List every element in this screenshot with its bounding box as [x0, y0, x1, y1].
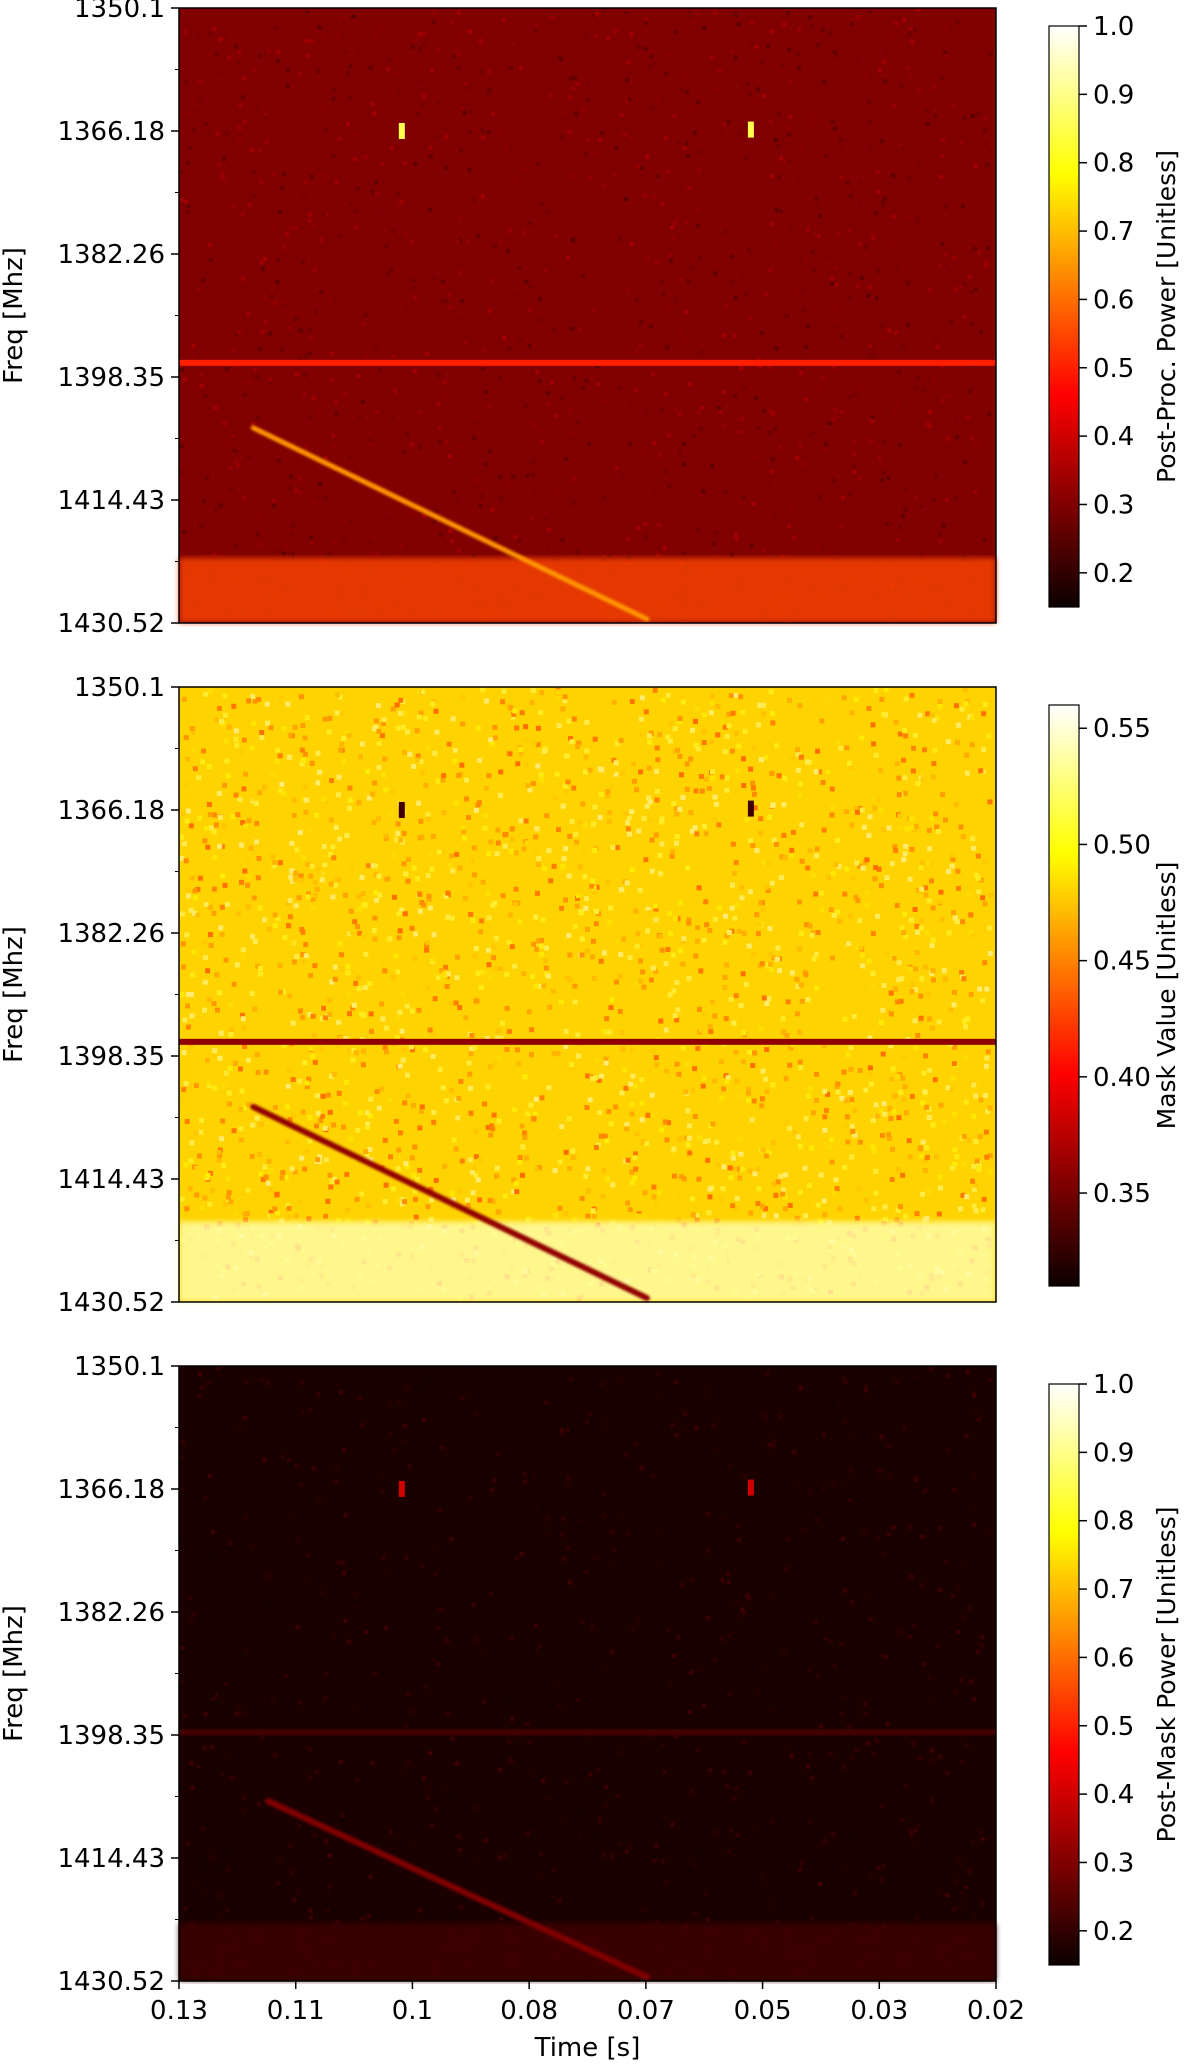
colorbar-tick-label: 0.7	[1093, 217, 1134, 247]
x-tick-label: 0.02	[967, 1996, 1025, 2026]
y-tick-label: 1350.1	[74, 673, 165, 703]
y-tick-label: 1350.1	[74, 1352, 165, 1382]
colorbar-tick-label: 0.2	[1093, 1917, 1134, 1947]
y-tick-label: 1414.43	[57, 1165, 165, 1195]
colorbar: 0.2 0.3 0.4 0.5 0.6 0.7 0.8 0.9 1.0 Post-Proc. Po…	[1049, 12, 1181, 607]
y-axis-label: Freq [Mhz]	[0, 247, 29, 384]
colorbar-label: Mask Value [Unitless]	[1152, 862, 1181, 1130]
colorbar-tick-label: 0.35	[1093, 1179, 1151, 1209]
colorbar-tick-label: 0.3	[1093, 490, 1134, 520]
y-tick-label: 1398.35	[57, 1721, 165, 1751]
colorbar-tick-label: 0.9	[1093, 80, 1134, 110]
horizontal-rfi-line	[179, 1039, 996, 1045]
y-tick-label: 1350.1	[74, 0, 165, 24]
y-axis-label: Freq [Mhz]	[0, 926, 29, 1063]
colorbar-tick-label: 0.8	[1093, 149, 1134, 179]
y-axis-label: Freq [Mhz]	[0, 1605, 29, 1742]
horizontal-rfi-line	[179, 360, 996, 366]
y-tick-label: 1414.43	[57, 1844, 165, 1874]
colorbar-tick-label: 0.9	[1093, 1438, 1134, 1468]
colorbar-tick-label: 0.5	[1093, 1712, 1134, 1742]
hot-spot-2	[748, 1480, 754, 1496]
colorbar-label: Post-Mask Power [Unitless]	[1152, 1507, 1181, 1843]
colorbar: 0.2 0.3 0.4 0.5 0.6 0.7 0.8 0.9 1.0 Post-Mask Pow…	[1049, 1370, 1181, 1965]
x-tick-label: 0.08	[500, 1996, 558, 2026]
colorbar-tick-label: 0.4	[1093, 1780, 1134, 1810]
x-tick-label: 0.13	[150, 1996, 208, 2026]
y-tick-label: 1382.26	[57, 240, 165, 270]
hot-spot-2	[748, 122, 754, 138]
colorbar-label: Post-Proc. Power [Unitless]	[1152, 150, 1181, 483]
colorbar-tick-label: 0.2	[1093, 559, 1134, 589]
colorbar-tick-label: 0.7	[1093, 1575, 1134, 1605]
y-tick-label: 1366.18	[57, 117, 165, 147]
hot-spot-1	[399, 802, 405, 818]
y-tick-label: 1398.35	[57, 363, 165, 393]
y-tick-label: 1414.43	[57, 486, 165, 516]
hot-spot-1	[399, 123, 405, 139]
panel-1: 1350.1 1366.18 1382.26 1398.35 1414.43 1430.5…	[0, 0, 1181, 639]
heatmap-background	[179, 1366, 996, 1981]
colorbar: 0.35 0.40 0.45 0.50 0.55 Mask Value [Unitless…	[1049, 705, 1181, 1286]
colorbar-tick-label: 0.55	[1093, 714, 1151, 744]
y-tick-label: 1366.18	[57, 1475, 165, 1505]
panel-2: 1350.1 1366.18 1382.26 1398.35 1414.43 1430.5…	[0, 673, 1181, 1318]
x-tick-label: 0.1	[392, 1996, 433, 2026]
y-tick-label: 1382.26	[57, 1598, 165, 1628]
hot-spot-1	[399, 1481, 405, 1497]
panel-3: 1350.1 1366.18 1382.26 1398.35 1414.43 1430.5…	[0, 1352, 1181, 2063]
x-axis-label: Time [s]	[534, 2033, 641, 2063]
colorbar-tick-label: 0.5	[1093, 354, 1134, 384]
colorbar-tick-label: 0.8	[1093, 1507, 1134, 1537]
bottom-noise-band	[179, 1222, 996, 1302]
y-tick-label: 1430.52	[57, 1967, 165, 1997]
colorbar-tick-label: 0.45	[1093, 947, 1151, 977]
colorbar-tick-label: 0.40	[1093, 1063, 1151, 1093]
colorbar-tick-label: 0.6	[1093, 1643, 1134, 1673]
x-tick-label: 0.07	[617, 1996, 675, 2026]
colorbar-tick-label: 0.50	[1093, 830, 1151, 860]
colorbar-tick-label: 1.0	[1093, 1370, 1134, 1400]
colorbar-tick-label: 0.6	[1093, 285, 1134, 315]
x-tick-label: 0.05	[734, 1996, 792, 2026]
y-tick-label: 1366.18	[57, 796, 165, 826]
colorbar-tick-label: 0.4	[1093, 422, 1134, 452]
horizontal-rfi-line	[179, 1729, 996, 1735]
x-tick-label: 0.11	[267, 1996, 325, 2026]
y-tick-label: 1382.26	[57, 919, 165, 949]
colorbar-tick-label: 1.0	[1093, 12, 1134, 42]
hot-spot-2	[748, 801, 754, 817]
y-tick-label: 1430.52	[57, 1288, 165, 1318]
y-tick-label: 1398.35	[57, 1042, 165, 1072]
colorbar-tick-label: 0.3	[1093, 1848, 1134, 1878]
x-tick-label: 0.03	[850, 1996, 908, 2026]
y-tick-label: 1430.52	[57, 609, 165, 639]
